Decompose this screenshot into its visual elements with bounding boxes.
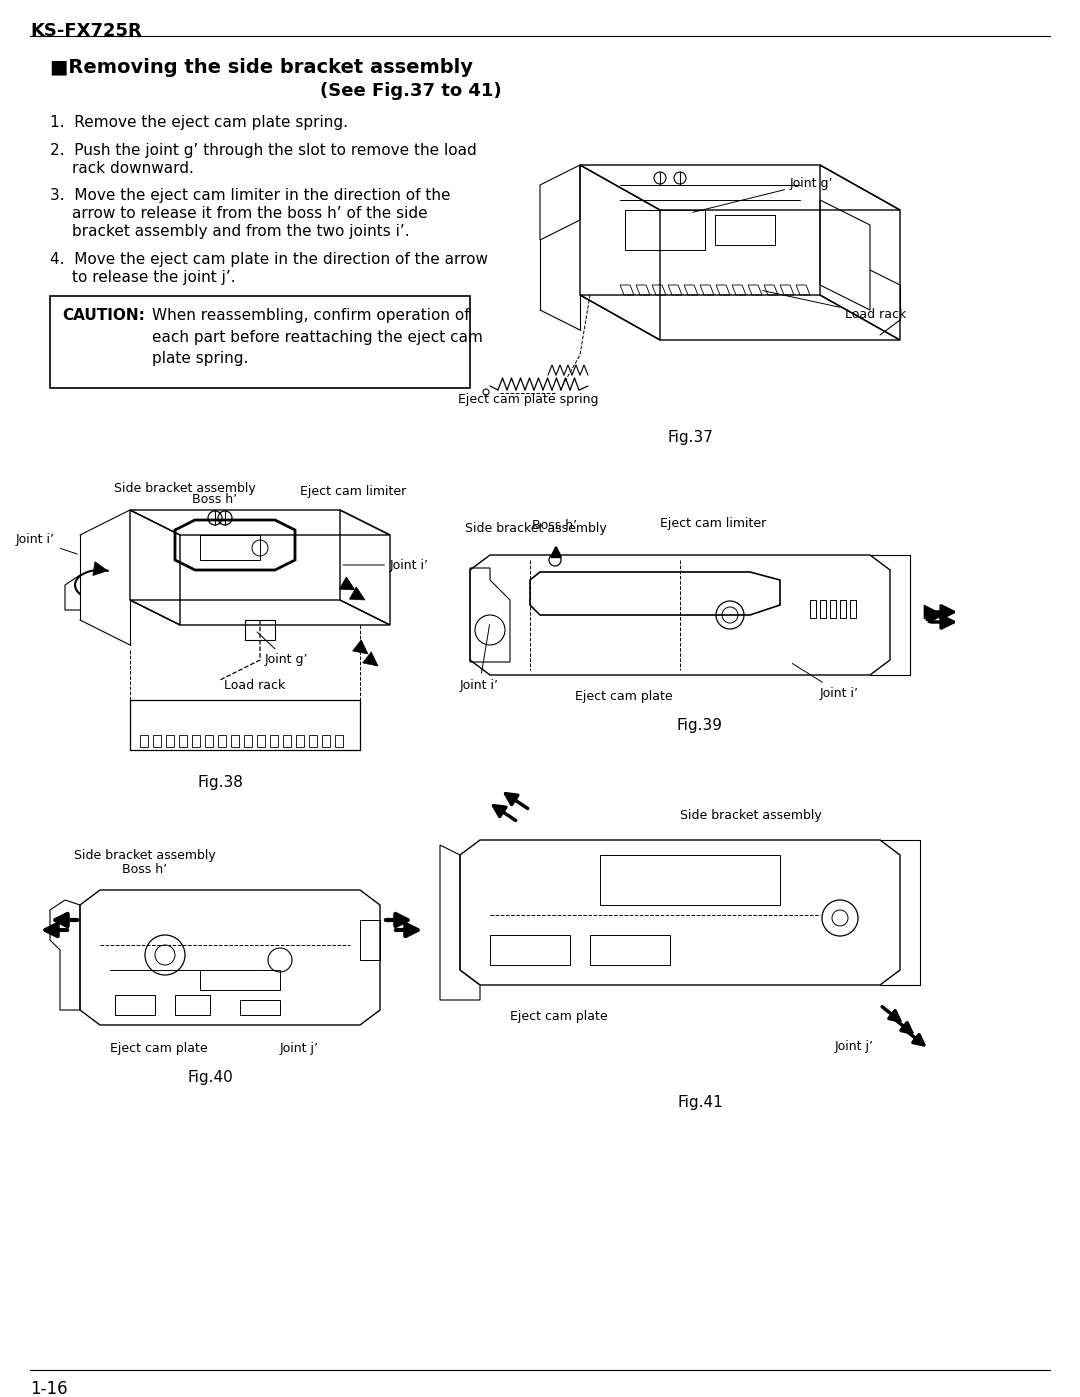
Text: Side bracket assembly: Side bracket assembly <box>680 809 822 821</box>
Bar <box>296 735 303 747</box>
Polygon shape <box>363 652 378 666</box>
Polygon shape <box>928 609 942 623</box>
Bar <box>240 1000 280 1016</box>
Bar <box>335 735 343 747</box>
Polygon shape <box>339 577 355 590</box>
Bar <box>166 735 174 747</box>
Bar <box>600 855 780 905</box>
Bar <box>130 700 360 750</box>
Bar <box>820 599 826 617</box>
Polygon shape <box>926 608 940 622</box>
Bar <box>590 935 670 965</box>
Text: 3.  Move the eject cam limiter in the direction of the: 3. Move the eject cam limiter in the dir… <box>50 189 450 203</box>
Text: Side bracket assembly: Side bracket assembly <box>75 849 216 862</box>
Text: (See Fig.37 to 41): (See Fig.37 to 41) <box>320 82 501 101</box>
Text: Side bracket assembly: Side bracket assembly <box>465 522 607 535</box>
Bar <box>179 735 187 747</box>
Text: Eject cam plate: Eject cam plate <box>575 690 673 703</box>
Bar <box>490 935 570 965</box>
Bar <box>245 620 275 640</box>
Bar <box>192 735 200 747</box>
Text: Eject cam plate: Eject cam plate <box>510 1010 608 1023</box>
Bar <box>205 735 213 747</box>
Bar <box>840 599 846 617</box>
Bar <box>360 921 380 960</box>
Bar <box>50 296 470 388</box>
Text: KS-FX725R: KS-FX725R <box>30 22 141 41</box>
Bar <box>322 735 330 747</box>
Text: Joint i’: Joint i’ <box>342 559 429 571</box>
Text: 2.  Push the joint g’ through the slot to remove the load: 2. Push the joint g’ through the slot to… <box>50 142 476 158</box>
Text: Side bracket assembly: Side bracket assembly <box>114 482 256 495</box>
Bar <box>309 735 318 747</box>
Text: Load rack: Load rack <box>762 291 906 321</box>
Text: Fig.38: Fig.38 <box>197 775 243 789</box>
Text: Fig.40: Fig.40 <box>187 1070 233 1085</box>
Bar <box>175 995 210 1016</box>
Text: Joint g’: Joint g’ <box>257 631 309 666</box>
Text: When reassembling, confirm operation of
each part before reattaching the eject c: When reassembling, confirm operation of … <box>152 307 483 366</box>
Polygon shape <box>924 605 939 619</box>
Text: Joint g’: Joint g’ <box>692 176 834 212</box>
Text: ■Removing the side bracket assembly: ■Removing the side bracket assembly <box>50 59 473 77</box>
Text: bracket assembly and from the two joints i’.: bracket assembly and from the two joints… <box>72 224 409 239</box>
Bar <box>200 970 280 990</box>
Text: 1.  Remove the eject cam plate spring.: 1. Remove the eject cam plate spring. <box>50 115 348 130</box>
Text: Joint i’: Joint i’ <box>793 664 859 700</box>
Bar <box>140 735 148 747</box>
Bar <box>625 210 705 250</box>
Text: CAUTION:: CAUTION: <box>62 307 145 323</box>
Text: Joint i’: Joint i’ <box>460 624 499 692</box>
Text: Boss h’: Boss h’ <box>122 863 167 876</box>
Text: 1-16: 1-16 <box>30 1380 68 1397</box>
Polygon shape <box>93 562 108 576</box>
Bar <box>810 599 816 617</box>
Text: to release the joint j’.: to release the joint j’. <box>72 270 235 285</box>
Text: Fig.41: Fig.41 <box>677 1095 723 1111</box>
Bar <box>244 735 252 747</box>
Text: Joint j’: Joint j’ <box>280 1042 319 1055</box>
Text: Joint j’: Joint j’ <box>835 1039 874 1053</box>
Text: Fig.37: Fig.37 <box>667 430 713 446</box>
Polygon shape <box>353 640 368 654</box>
Bar <box>270 735 278 747</box>
Bar <box>114 995 156 1016</box>
Bar <box>283 735 291 747</box>
Bar <box>231 735 239 747</box>
Text: Eject cam plate: Eject cam plate <box>110 1042 207 1055</box>
Text: arrow to release it from the boss h’ of the side: arrow to release it from the boss h’ of … <box>72 205 428 221</box>
Bar <box>218 735 226 747</box>
Text: Load rack: Load rack <box>225 679 285 692</box>
Text: Joint i’: Joint i’ <box>16 534 78 555</box>
Text: Boss h’: Boss h’ <box>192 493 238 506</box>
Text: Fig.39: Fig.39 <box>677 718 723 733</box>
Polygon shape <box>349 587 365 599</box>
Bar <box>715 215 775 244</box>
Text: Eject cam limiter: Eject cam limiter <box>300 485 406 497</box>
Text: Boss h’: Boss h’ <box>532 520 578 532</box>
Bar <box>257 735 265 747</box>
Bar <box>153 735 161 747</box>
Text: Eject cam limiter: Eject cam limiter <box>660 517 766 529</box>
Text: rack downward.: rack downward. <box>72 161 194 176</box>
Text: 4.  Move the eject cam plate in the direction of the arrow: 4. Move the eject cam plate in the direc… <box>50 251 488 267</box>
Text: Eject cam plate spring: Eject cam plate spring <box>458 394 598 407</box>
Bar <box>850 599 856 617</box>
Bar <box>831 599 836 617</box>
Bar <box>200 535 260 560</box>
